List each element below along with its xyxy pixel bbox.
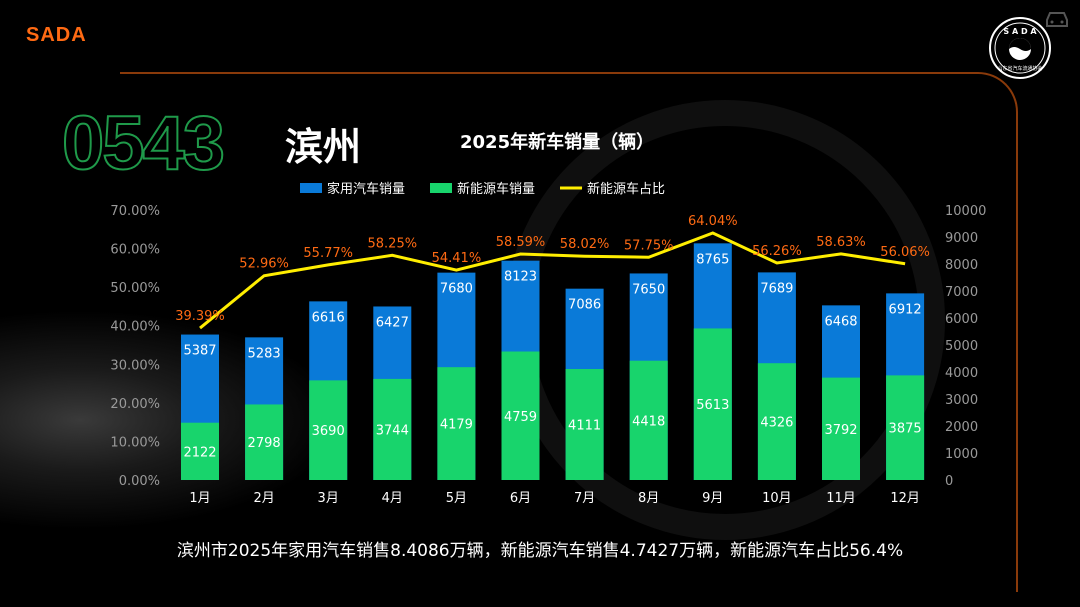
nev-value-label: 4179	[440, 418, 473, 433]
right-axis-tick: 2000	[945, 420, 978, 435]
share-value-label: 58.02%	[560, 237, 610, 252]
right-axis-tick: 6000	[945, 312, 978, 327]
x-axis-tick: 3月	[318, 491, 339, 506]
share-value-label: 58.25%	[368, 236, 418, 251]
legend-swatch	[430, 183, 452, 193]
nev-bar	[757, 363, 796, 480]
left-axis-tick: 50.00%	[110, 281, 160, 296]
household-value-label: 5283	[248, 346, 281, 361]
household-value-label: 5387	[183, 344, 216, 359]
right-axis-tick: 0	[945, 474, 953, 489]
x-axis-tick: 10月	[762, 491, 792, 506]
share-value-label: 58.63%	[816, 235, 866, 250]
city-name: 滨州	[285, 125, 362, 169]
nev-bar	[629, 360, 668, 480]
nev-value-label: 4418	[632, 414, 665, 429]
nev-value-label: 5613	[696, 398, 729, 413]
x-axis-tick: 5月	[446, 491, 467, 506]
nev-bar	[822, 377, 860, 480]
household-value-label: 7689	[760, 281, 793, 296]
nev-value-label: 4759	[504, 410, 537, 425]
nev-bar	[309, 380, 348, 480]
household-value-label: 8123	[504, 270, 537, 285]
share-value-label: 39.39%	[175, 309, 225, 324]
car-icon	[1046, 12, 1068, 27]
left-axis-tick: 70.00%	[110, 204, 160, 219]
legend-swatch	[300, 183, 322, 193]
nev-bar	[373, 378, 412, 480]
right-axis-tick: 9000	[945, 231, 978, 246]
x-axis-tick: 7月	[574, 491, 595, 506]
right-axis-tick: 3000	[945, 393, 978, 408]
nev-bar	[693, 328, 732, 480]
nev-value-label: 2798	[248, 436, 281, 451]
x-axis-tick: 9月	[702, 491, 723, 506]
share-value-label: 56.26%	[752, 244, 802, 259]
legend-label: 家用汽车销量	[327, 181, 405, 197]
x-axis-tick: 11月	[826, 491, 856, 506]
share-value-label: 58.59%	[496, 235, 546, 250]
share-value-label: 57.75%	[624, 238, 674, 253]
right-axis-tick: 7000	[945, 285, 978, 300]
sada-association-logo: S A D A 山东省汽车流通协会	[989, 17, 1051, 79]
left-axis-tick: 60.00%	[110, 243, 160, 258]
decorative-frame	[120, 72, 1018, 592]
nev-value-label: 4111	[568, 419, 601, 434]
household-value-label: 6468	[824, 314, 857, 329]
household-value-label: 7086	[568, 298, 601, 313]
share-line	[199, 231, 906, 330]
x-axis-tick: 6月	[510, 491, 531, 506]
summary-text: 滨州市2025年家用汽车销售8.4086万辆，新能源汽车销售4.7427万辆，新…	[176, 541, 904, 561]
right-axis-tick: 4000	[945, 366, 978, 381]
x-axis-tick: 12月	[890, 491, 920, 506]
nev-bar	[886, 375, 925, 480]
household-value-label: 6427	[376, 315, 409, 330]
left-axis-tick: 20.00%	[110, 397, 160, 412]
nev-value-label: 3792	[824, 423, 857, 438]
right-axis-tick: 8000	[945, 258, 978, 273]
legend-label: 新能源车销量	[457, 181, 535, 197]
right-axis-tick: 1000	[945, 447, 978, 462]
chart: 0.00% 10.00% 20.00% 30.00% 40.00% 50.00% 60.00…	[110, 181, 986, 506]
x-axis-tick: 1月	[189, 491, 210, 506]
svg-text:S A D A: S A D A	[1003, 27, 1037, 36]
left-axis-tick: 10.00%	[110, 435, 160, 450]
legend-label: 新能源车占比	[587, 181, 665, 197]
left-axis-tick: 40.00%	[110, 320, 160, 335]
nev-value-label: 2122	[183, 445, 216, 460]
left-axis-tick: 0.00%	[119, 474, 160, 489]
nev-bar	[245, 404, 284, 480]
household-value-label: 8765	[696, 252, 729, 267]
nev-value-label: 3690	[312, 424, 345, 439]
share-value-label: 56.06%	[880, 245, 930, 260]
nev-value-label: 4326	[760, 416, 793, 431]
brand-logo: SADA	[26, 24, 87, 46]
chart-title: 2025年新车销量（辆）	[460, 132, 655, 153]
x-axis-tick: 2月	[253, 491, 274, 506]
area-code: 0543	[61, 100, 226, 187]
nev-value-label: 3875	[889, 422, 922, 437]
household-value-label: 6912	[889, 302, 922, 317]
nev-value-label: 3744	[376, 423, 409, 438]
svg-text:山东省汽车流通协会: 山东省汽车流通协会	[997, 65, 1042, 72]
nev-bar	[437, 367, 476, 480]
nev-bar	[565, 369, 604, 480]
household-value-label: 6616	[312, 310, 345, 325]
share-value-label: 55.77%	[303, 246, 353, 261]
share-value-label: 54.41%	[432, 251, 482, 266]
x-axis-tick: 4月	[382, 491, 403, 506]
left-axis-tick: 30.00%	[110, 358, 160, 373]
share-value-label: 52.96%	[239, 257, 289, 272]
household-value-label: 7650	[632, 282, 665, 297]
nev-bar	[181, 422, 219, 480]
x-axis-tick: 8月	[638, 491, 659, 506]
household-value-label: 7680	[440, 282, 473, 297]
right-axis-tick: 10000	[945, 204, 986, 219]
nev-bar	[501, 351, 540, 480]
right-axis-tick: 5000	[945, 339, 978, 354]
share-value-label: 64.04%	[688, 214, 738, 229]
